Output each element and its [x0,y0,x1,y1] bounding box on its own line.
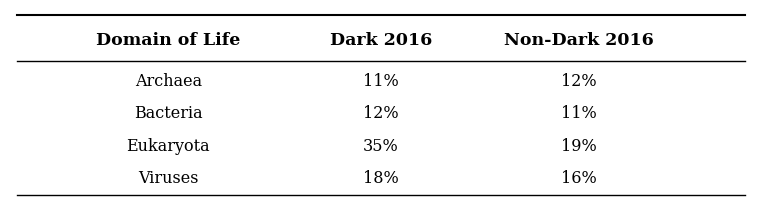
Text: Eukaryota: Eukaryota [126,138,210,155]
Text: Viruses: Viruses [138,170,199,187]
Text: 35%: 35% [363,138,399,155]
Text: 19%: 19% [561,138,597,155]
Text: Bacteria: Bacteria [134,105,203,122]
Text: 12%: 12% [363,105,399,122]
Text: 16%: 16% [561,170,597,187]
Text: 11%: 11% [363,73,399,90]
Text: Non-Dark 2016: Non-Dark 2016 [504,32,653,49]
Text: 11%: 11% [561,105,597,122]
Text: Archaea: Archaea [135,73,202,90]
Text: 18%: 18% [363,170,399,187]
Text: Dark 2016: Dark 2016 [330,32,432,49]
Text: Domain of Life: Domain of Life [96,32,241,49]
Text: 12%: 12% [561,73,596,90]
